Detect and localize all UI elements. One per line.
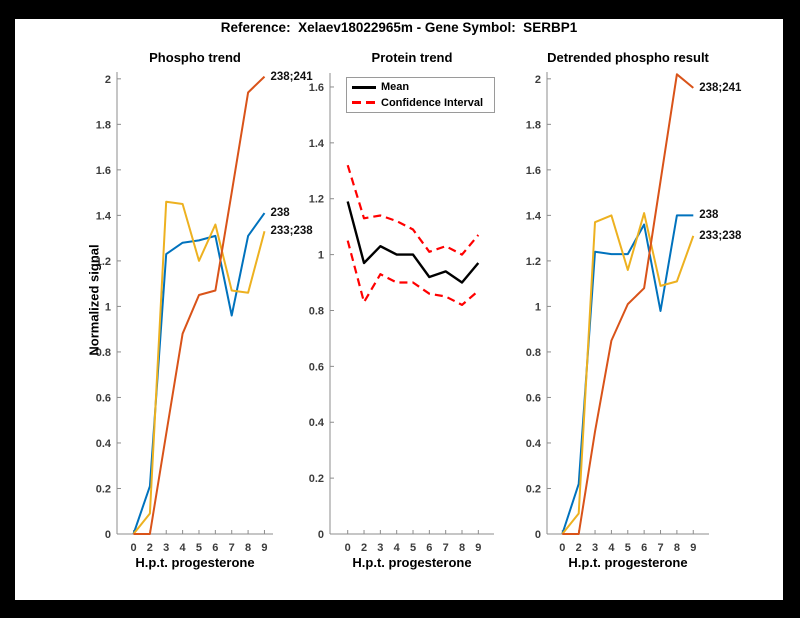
x-tick-label: 2 — [576, 542, 582, 554]
y-tick-label: 0.8 — [526, 347, 541, 359]
x-tick-label: 3 — [377, 542, 383, 554]
subplot-title-protein-trend: Protein trend — [371, 50, 453, 65]
x-tick-label: 5 — [410, 542, 416, 554]
series-line-Mean — [346, 201, 480, 284]
x-tick-label: 7 — [657, 542, 663, 554]
y-tick-label: 0.4 — [309, 417, 325, 429]
y-tick-label: 0 — [535, 529, 541, 541]
x-tick-label: 0 — [345, 542, 351, 554]
chart-1: 00.20.40.60.811.21.41.60 2 3 4 5 6 7 8 9 — [309, 73, 494, 554]
y-tick-label: 0.2 — [309, 473, 324, 485]
legend-label-mean: Mean — [381, 81, 410, 94]
chart-2: 00.20.40.60.811.21.41.61.820 2 3 4 5 6 7 8 9 — [526, 72, 709, 554]
x-tick-label: 0 — [559, 542, 565, 554]
charts-canvas: 00.20.40.60.811.21.41.61.820 2 3 4 5 6 7 8 900.2… — [96, 72, 709, 554]
subplot-title-detrended-phospho: Detrended phospho result — [547, 50, 709, 65]
y-tick-label: 1 — [105, 301, 111, 313]
figure-title: Reference: Xelaev18022965m - Gene Symbol… — [220, 20, 578, 35]
x-tick-label: 5 — [625, 542, 631, 554]
y-tick-label: 0.6 — [526, 392, 541, 404]
series-line-238;241 — [562, 73, 694, 535]
subplot-title-phospho-trend: Phospho trend — [149, 50, 241, 65]
y-tick-label: 0 — [318, 529, 324, 541]
x-tick-label: 9 — [261, 542, 267, 554]
x-axis-label-phospho: H.p.t. progesterone — [135, 555, 255, 570]
y-tick-label: 0 — [105, 529, 111, 541]
y-tick-label: 1.4 — [526, 210, 542, 222]
x-axis-label-detrended: H.p.t. progesterone — [568, 555, 688, 570]
legend-entry-mean: Mean — [347, 81, 494, 93]
y-tick-label: 1.4 — [309, 138, 325, 150]
series-line-233;238 — [561, 212, 695, 535]
series-line-238 — [561, 214, 694, 535]
x-tick-label: 9 — [690, 542, 696, 554]
figure-canvas: Reference: Xelaev18022965m - Gene Symbol… — [15, 19, 783, 600]
chart-0: 00.20.40.60.811.21.41.61.820 2 3 4 5 6 7 8 9 — [96, 72, 273, 554]
x-tick-label: 6 — [426, 542, 432, 554]
y-tick-label: 0.4 — [96, 438, 112, 450]
line-end-label-238: 238 — [270, 207, 290, 220]
x-tick-label: 8 — [674, 542, 680, 554]
x-tick-label: 7 — [443, 542, 449, 554]
y-tick-label: 1.6 — [96, 165, 111, 177]
line-end-label-233-238: 233;238 — [699, 229, 742, 242]
x-tick-label: 8 — [245, 542, 251, 554]
line-end-label-238-241: 238;241 — [270, 70, 313, 83]
series-line-233;238 — [132, 200, 266, 535]
series-line-238;241 — [133, 75, 266, 535]
y-tick-label: 0.8 — [309, 305, 324, 317]
x-tick-label: 3 — [592, 542, 598, 554]
x-tick-label: 4 — [608, 542, 615, 554]
line-end-label-238-241: 238;241 — [699, 81, 742, 94]
y-tick-label: 1.8 — [96, 119, 111, 131]
y-tick-label: 1.2 — [309, 194, 324, 206]
x-tick-label: 5 — [196, 542, 202, 554]
confidence-interval-line-sample — [352, 101, 376, 105]
y-tick-label: 0.8 — [96, 347, 111, 359]
mean-line-sample — [352, 85, 376, 89]
x-tick-label: 3 — [163, 542, 169, 554]
y-tick-label: 1.2 — [96, 256, 111, 268]
legend-entry-confidence-interval: Confidence Interval — [347, 97, 494, 109]
y-tick-label: 1.6 — [526, 165, 541, 177]
y-tick-label: 1.6 — [309, 82, 324, 94]
y-tick-label: 1 — [318, 250, 324, 262]
y-tick-label: 0.6 — [309, 361, 324, 373]
y-tick-label: 1.2 — [526, 256, 541, 268]
y-tick-label: 1.4 — [96, 210, 112, 222]
y-tick-label: 2 — [105, 74, 111, 86]
x-tick-label: 4 — [394, 542, 401, 554]
series-line-CI upper — [346, 164, 480, 256]
y-tick-label: 1.8 — [526, 119, 541, 131]
y-tick-label: 0.2 — [96, 483, 111, 495]
legend-box: Mean Confidence Interval — [346, 77, 495, 113]
x-tick-label: 2 — [361, 542, 367, 554]
line-end-label-238: 238 — [699, 209, 719, 222]
x-tick-label: 6 — [212, 542, 218, 554]
x-tick-label: 4 — [180, 542, 187, 554]
series-line-CI lower — [346, 240, 480, 306]
y-axis-label: Normalized signal — [86, 244, 102, 356]
y-tick-label: 1 — [535, 301, 541, 313]
x-tick-label: 8 — [459, 542, 465, 554]
legend-label-confidence-interval: Confidence Interval — [381, 96, 484, 109]
x-tick-label: 0 — [130, 542, 136, 554]
y-tick-label: 2 — [535, 74, 541, 86]
x-tick-label: 9 — [475, 542, 481, 554]
y-tick-label: 0.6 — [96, 392, 111, 404]
y-tick-label: 0.2 — [526, 483, 541, 495]
line-end-label-233-238: 233;238 — [270, 225, 313, 238]
x-axis-label-protein: H.p.t. progesterone — [352, 555, 472, 570]
x-tick-label: 2 — [147, 542, 153, 554]
x-tick-label: 7 — [229, 542, 235, 554]
y-tick-label: 0.4 — [526, 438, 542, 450]
x-tick-label: 6 — [641, 542, 647, 554]
